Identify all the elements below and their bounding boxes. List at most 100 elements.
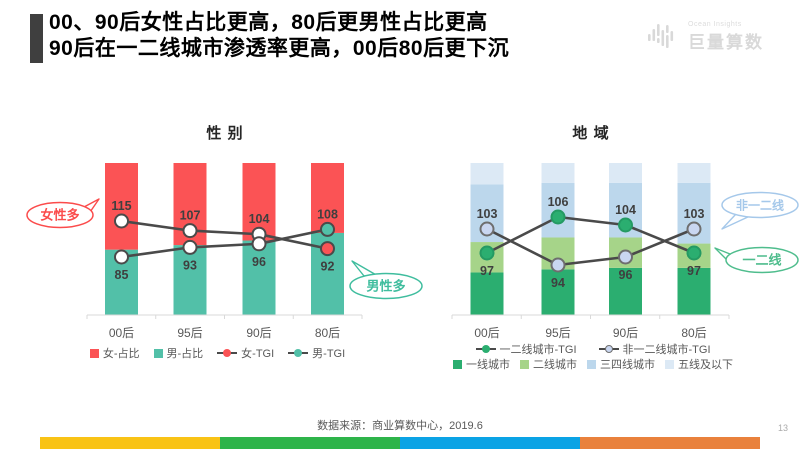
chart-0: 00后 95后 90后 80后 115 85 107 93 104 96 108 92 [86, 163, 363, 340]
legend-square-icon [453, 359, 462, 369]
tgi-data-label: 103 [684, 207, 705, 221]
tgi-marker [479, 245, 495, 261]
chart-1: 00后 95后 90后 80后 103 97 106 94 104 96 103 97 [451, 163, 730, 340]
bubble-body [721, 191, 799, 219]
bar-segment [609, 163, 642, 183]
chart-title-region: 地 域 [572, 125, 610, 142]
legend-item: 非一二线城市-TGI [598, 341, 711, 357]
legend-label: 非一二线城市-TGI [622, 344, 711, 356]
slide-title-line1: 00、90后女性占比更高，80后更男性占比更高 [49, 11, 488, 34]
tgi-line [486, 227, 695, 267]
bar-segment [677, 267, 711, 315]
legend-region-tgi: 一二线城市-TGI 非一二线城市-TGI [430, 341, 756, 357]
tgi-data-label: 108 [317, 207, 338, 221]
legend-label: 一二线城市-TGI [499, 344, 577, 356]
tgi-marker [618, 249, 633, 265]
tgi-marker [479, 221, 495, 237]
legend-square-icon [587, 359, 596, 369]
legend-label: 三四线城市 [600, 359, 655, 371]
title-accent-bar [30, 14, 43, 63]
soundwave-logo-icon [648, 24, 674, 48]
bar-segment [311, 163, 344, 233]
tgi-marker [114, 249, 129, 265]
bubble-body [26, 201, 94, 229]
legend-item: 二线城市 [520, 356, 577, 372]
tgi-data-label: 85 [115, 268, 129, 282]
footer-bar-segment [580, 437, 760, 449]
tgi-marker [320, 241, 335, 257]
bar-segment [173, 245, 207, 315]
legend-item: 一线城市 [453, 356, 510, 372]
data-source-note: 数据来源：商业算数中心，2019.6 [317, 420, 483, 432]
tgi-data-label: 115 [111, 199, 131, 213]
legend-label: 女-占比 [102, 348, 140, 360]
footer-bar-segment [400, 437, 580, 449]
legend-label: 女-TGI [241, 348, 275, 360]
legend-item: 男-占比 [153, 345, 204, 361]
bar-segment [541, 163, 575, 183]
bubble-body [349, 272, 423, 300]
slide-title: 00、90后女性占比更高，80后更男性占比更高 90后在一二线城市渗透率更高，0… [49, 10, 509, 62]
callout-bubble: 非一二线 [721, 191, 799, 230]
legend-line-dot-icon [217, 349, 238, 358]
legend-square-icon [89, 348, 99, 358]
bubble-body [725, 246, 799, 274]
legend-label: 男-TGI [312, 348, 346, 360]
logo-text: 巨量算数 [688, 33, 764, 52]
x-axis-label: 90后 [246, 326, 271, 340]
legend-item: 五线及以下 [665, 356, 733, 372]
chart-title-gender: 性 别 [206, 125, 244, 142]
legend-item: 一二线城市-TGI [475, 341, 577, 357]
legend-square-icon [520, 359, 529, 369]
tgi-data-label: 104 [615, 203, 636, 217]
brand-logo: Ocean Insights 巨量算数 [647, 20, 764, 54]
callout-bubble: 一二线 [714, 246, 799, 274]
bar-segment [541, 269, 575, 315]
legend-gender: 女-占比 男-占比 女-TGI 男-TGI [45, 345, 390, 361]
legend-item: 女-TGI [217, 345, 274, 361]
x-axis-label: 95后 [545, 326, 570, 340]
legend-item: 男-TGI [288, 345, 345, 361]
tgi-data-label: 97 [687, 264, 701, 278]
bar-segment [677, 163, 711, 183]
callout-bubble: 男性多 [349, 260, 423, 300]
x-axis-label: 90后 [613, 326, 638, 340]
legend-item: 三四线城市 [587, 356, 655, 372]
x-axis-label: 00后 [109, 326, 134, 340]
tgi-line [121, 228, 328, 259]
tgi-marker [550, 209, 566, 225]
tgi-data-label: 97 [480, 264, 494, 278]
tgi-marker [182, 239, 198, 255]
legend-line-dot-icon [288, 349, 309, 358]
legend-label: 二线城市 [533, 359, 577, 371]
bar-segment [242, 240, 276, 315]
bubble-label: 非一二线 [736, 198, 784, 213]
logo-subtext: Ocean Insights [688, 21, 742, 28]
legend-square-icon [665, 359, 674, 369]
footer-color-bar [40, 437, 760, 449]
tgi-data-label: 93 [183, 258, 197, 272]
tgi-data-label: 106 [548, 195, 569, 209]
legend-label: 一线城市 [466, 359, 510, 371]
tgi-data-label: 107 [180, 209, 201, 223]
tgi-line [486, 215, 695, 255]
legend-region-tiers: 一线城市 二线城市 三四线城市 五线及以下 [430, 356, 756, 372]
tgi-marker [618, 217, 633, 233]
bubble-label: 女性多 [40, 208, 79, 223]
tgi-marker [182, 223, 198, 239]
legend-label: 五线及以下 [678, 359, 733, 371]
slide-title-line2: 90后在一二线城市渗透率更高，00后80后更下沉 [49, 37, 510, 60]
bar-segment [105, 163, 138, 250]
x-axis-label: 80后 [681, 326, 706, 340]
tgi-marker [251, 236, 267, 252]
tgi-data-label: 96 [252, 255, 266, 269]
bar-segment [609, 267, 642, 315]
bar-segment [470, 163, 504, 185]
tgi-line [121, 219, 328, 250]
callout-bubble: 女性多 [26, 198, 100, 229]
x-axis-label: 95后 [177, 326, 202, 340]
x-axis-label: 80后 [315, 326, 340, 340]
legend-label: 男-占比 [166, 348, 204, 360]
footer-bar-segment [40, 437, 220, 449]
